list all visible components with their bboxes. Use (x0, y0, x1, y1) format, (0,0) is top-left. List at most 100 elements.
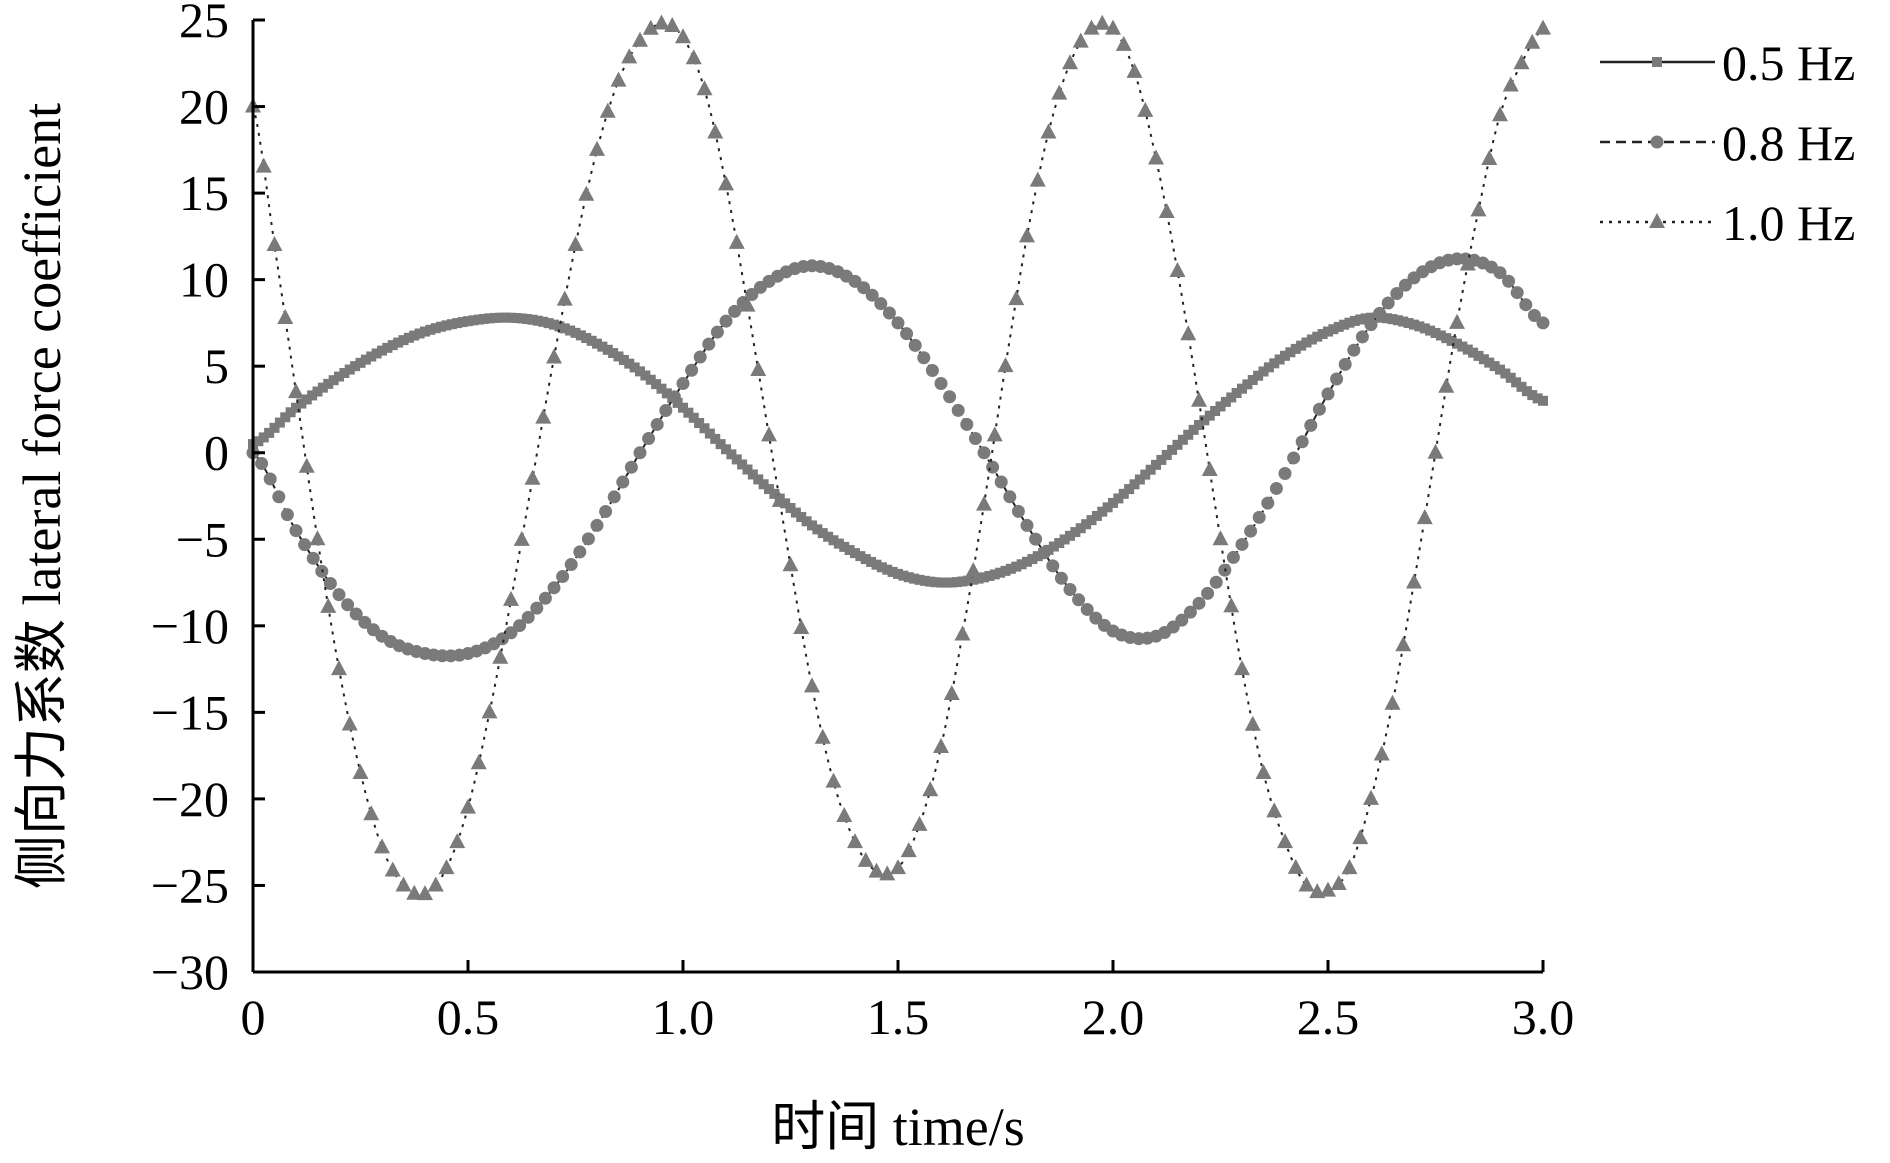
legend-label: 0.5 Hz (1722, 35, 1855, 91)
data-point (1169, 261, 1186, 277)
data-point (1258, 366, 1269, 377)
data-point (597, 341, 608, 352)
data-point (1414, 321, 1425, 332)
data-point (1478, 354, 1489, 365)
data-point (1278, 466, 1292, 480)
data-point (742, 464, 753, 475)
data-point (1129, 479, 1140, 490)
data-point (1360, 313, 1371, 324)
data-point (1435, 330, 1446, 341)
data-point (1201, 586, 1215, 600)
data-point (1502, 274, 1516, 288)
data-point (659, 404, 673, 418)
data-point (1296, 340, 1307, 351)
data-point (371, 348, 382, 359)
data-point (675, 28, 691, 44)
data-point (1011, 561, 1022, 572)
data-point (653, 14, 670, 30)
data-point (1290, 343, 1301, 354)
data-point (1328, 324, 1339, 335)
data-point (1363, 789, 1379, 805)
data-point (473, 314, 484, 325)
data-point (489, 312, 500, 323)
data-point (1199, 415, 1210, 426)
data-point (882, 306, 896, 320)
data-point (341, 715, 358, 731)
data-point (1441, 333, 1452, 344)
data-point (1406, 573, 1422, 589)
data-point (1470, 201, 1487, 217)
data-point (1167, 444, 1178, 455)
data-point (1333, 321, 1344, 332)
data-point (1395, 636, 1412, 652)
data-point (1519, 298, 1533, 312)
data-point (672, 397, 683, 408)
data-point (298, 457, 315, 473)
data-point (1323, 326, 1333, 337)
data-point (331, 660, 347, 676)
data-point (1180, 325, 1197, 341)
data-point (1438, 377, 1455, 393)
data-point (1210, 405, 1221, 416)
series-line (252, 316, 1544, 584)
data-point (1536, 316, 1550, 330)
data-point (538, 316, 549, 327)
x-axis-title: 时间 time/s (771, 1097, 1025, 1157)
data-point (1306, 334, 1317, 345)
data-point (264, 427, 275, 438)
data-point (979, 572, 989, 583)
data-point (1158, 203, 1175, 219)
data-point (1364, 318, 1378, 332)
data-point (1317, 329, 1328, 340)
data-point (997, 357, 1014, 373)
data-point (850, 548, 860, 559)
data-point (420, 326, 430, 337)
data-point (1347, 343, 1361, 357)
data-point (1304, 418, 1318, 432)
data-point (957, 576, 968, 587)
data-point (1527, 390, 1538, 401)
data-point (693, 350, 707, 364)
data-point (398, 335, 409, 346)
data-point (702, 337, 716, 351)
data-point (470, 754, 487, 770)
data-point (986, 460, 1000, 474)
data-point (332, 588, 346, 602)
data-point (1344, 317, 1355, 328)
data-point (1046, 559, 1060, 573)
data-point (285, 407, 296, 418)
data-point (1059, 534, 1070, 545)
data-point (814, 728, 831, 744)
data-point (750, 360, 767, 376)
data-point (291, 402, 301, 413)
data-point (934, 376, 948, 390)
data-point (1381, 296, 1395, 310)
data-point (1510, 286, 1524, 300)
data-point (449, 833, 466, 849)
data-point (1489, 361, 1500, 372)
data-point (1352, 829, 1369, 845)
data-point (306, 551, 320, 565)
x-tick-label: 1.0 (652, 989, 715, 1045)
data-point (457, 317, 468, 328)
x-tick-label: 2.0 (1082, 989, 1145, 1045)
data-point (521, 610, 535, 624)
data-point (532, 315, 543, 326)
data-point (1532, 393, 1543, 404)
data-point (1493, 266, 1507, 280)
data-point (1252, 510, 1266, 524)
data-point (930, 577, 941, 588)
data-point (1234, 660, 1250, 676)
data-point (914, 574, 925, 585)
data-point (1003, 490, 1017, 504)
data-point (1054, 571, 1068, 585)
data-point (876, 562, 887, 573)
data-point (710, 325, 724, 339)
data-point (452, 318, 463, 329)
data-point (1330, 875, 1347, 891)
data-point (621, 48, 638, 64)
data-point (1008, 290, 1025, 306)
data-point (1425, 325, 1436, 336)
data-point (891, 316, 905, 330)
data-point (535, 408, 552, 424)
